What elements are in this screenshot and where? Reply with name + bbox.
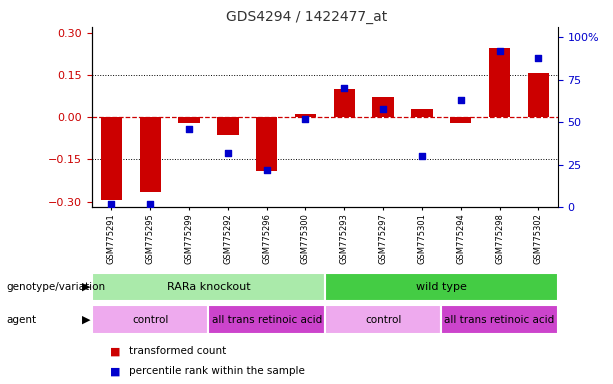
Bar (528, 73, 549, 117)
Point (107, 201, 116, 207)
Text: wild type: wild type (416, 282, 466, 292)
Bar (217, 117, 238, 136)
Point (456, 97, 466, 103)
Bar (92, 305, 208, 334)
Text: all trans retinoic acid: all trans retinoic acid (211, 314, 322, 325)
Point (262, 167, 272, 173)
Text: percentile rank within the sample: percentile rank within the sample (129, 366, 305, 376)
Bar (450, 117, 471, 123)
Bar (92, 273, 325, 301)
Point (378, 106, 388, 112)
Text: transformed count: transformed count (129, 346, 226, 356)
Text: ■: ■ (110, 366, 121, 376)
Text: agent: agent (6, 314, 36, 325)
Point (340, 85, 349, 91)
Bar (295, 114, 316, 117)
Text: RARa knockout: RARa knockout (167, 282, 250, 292)
Bar (256, 117, 277, 171)
Point (184, 126, 194, 132)
Bar (411, 109, 433, 117)
Bar (333, 89, 355, 117)
Point (495, 48, 504, 54)
Point (300, 116, 310, 122)
Bar (441, 305, 558, 334)
Point (417, 153, 427, 159)
Text: GDS4294 / 1422477_at: GDS4294 / 1422477_at (226, 10, 387, 23)
Bar (140, 117, 161, 192)
Text: control: control (132, 314, 169, 325)
Point (533, 55, 543, 61)
Point (145, 201, 155, 207)
Point (223, 150, 233, 156)
Text: ▶: ▶ (82, 314, 91, 325)
Bar (101, 117, 122, 200)
Bar (325, 273, 558, 301)
Bar (178, 117, 200, 123)
Bar (208, 305, 325, 334)
Bar (325, 305, 441, 334)
Text: ■: ■ (110, 346, 121, 356)
Bar (489, 48, 510, 117)
Text: genotype/variation: genotype/variation (6, 282, 105, 292)
Text: all trans retinoic acid: all trans retinoic acid (444, 314, 555, 325)
Bar (373, 98, 394, 117)
Text: ▶: ▶ (82, 282, 91, 292)
Text: control: control (365, 314, 402, 325)
